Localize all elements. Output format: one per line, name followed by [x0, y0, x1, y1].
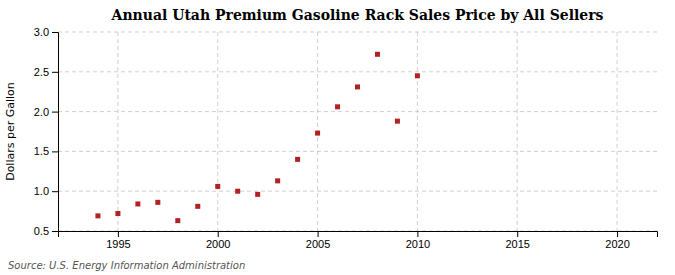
point — [95, 213, 100, 218]
tick-label: 2015 — [505, 238, 529, 250]
tick-mark — [52, 32, 58, 33]
tick-mark — [52, 112, 58, 113]
grid-line — [58, 111, 657, 112]
tick-mark — [318, 231, 319, 237]
tick: 3.0 — [34, 26, 58, 38]
tick: 1.0 — [34, 185, 58, 197]
tick-label: 0.5 — [34, 225, 49, 237]
tick-mark — [52, 231, 58, 232]
grid-line — [58, 71, 657, 72]
grid — [58, 32, 657, 231]
point — [195, 204, 200, 209]
tick-mark — [617, 231, 618, 237]
tick-label: 2000 — [206, 238, 230, 250]
tick-mark — [218, 231, 219, 237]
tick: 2005 — [306, 231, 330, 250]
title: Annual Utah Premium Gasoline Rack Sales … — [111, 7, 604, 23]
tick: 2020 — [605, 231, 629, 250]
tick-mark — [417, 231, 418, 237]
point — [315, 131, 320, 136]
point — [135, 201, 140, 206]
tick-label: 1.0 — [34, 185, 49, 197]
tick: 2.0 — [34, 106, 58, 118]
point — [375, 52, 380, 57]
tick: 1995 — [106, 231, 130, 250]
point — [355, 84, 360, 89]
tick: 2015 — [505, 231, 529, 250]
tick-label: 2020 — [605, 238, 629, 250]
chart: 1995 2000 2005 2010 2015 2020 0.5 1.0 1.5 2.0 2.5 3… — [0, 0, 675, 275]
tick-mark — [118, 231, 119, 237]
point — [155, 200, 160, 205]
grid-line — [417, 32, 418, 231]
grid-line — [58, 32, 657, 33]
point — [335, 104, 340, 109]
axis-line — [59, 232, 658, 238]
x-axis: 1995 2000 2005 2010 2015 2020 — [59, 231, 658, 250]
y-axis-title: Dollars per Gallon — [4, 82, 17, 181]
tick: 2000 — [206, 231, 230, 250]
point — [175, 218, 180, 223]
point — [395, 119, 400, 124]
tick: 1.5 — [34, 145, 58, 157]
points — [95, 52, 419, 223]
grid-line — [117, 32, 118, 231]
tick: 0.5 — [34, 225, 58, 237]
tick-label: 1.5 — [34, 145, 49, 157]
point — [415, 73, 420, 78]
annotation: Source: U.S. Energy Information Administ… — [8, 260, 245, 271]
tick-label: 2010 — [406, 238, 430, 250]
point — [255, 192, 260, 197]
grid-line — [517, 32, 518, 231]
point — [275, 178, 280, 183]
axis-line — [52, 33, 59, 232]
tick-mark — [52, 151, 58, 152]
grid-line — [58, 191, 657, 192]
grid-line — [217, 32, 218, 231]
point — [215, 184, 220, 189]
tick-mark — [517, 231, 518, 237]
point — [115, 211, 120, 216]
y-axis: 0.5 1.0 1.5 2.0 2.5 3.0 — [34, 26, 59, 237]
grid-line — [58, 151, 657, 152]
grid-line — [617, 32, 618, 231]
tick-label: 2.0 — [34, 106, 49, 118]
tick-label: 2.5 — [34, 66, 49, 78]
tick: 2010 — [406, 231, 430, 250]
tick: 2.5 — [34, 66, 58, 78]
tick-label: 3.0 — [34, 26, 49, 38]
point — [295, 157, 300, 162]
tick-mark — [52, 191, 58, 192]
plot: 1995 2000 2005 2010 2015 2020 0.5 1.0 1.5 2.0 2.5 3… — [34, 26, 658, 250]
tick-label: 1995 — [106, 238, 130, 250]
tick-label: 2005 — [306, 238, 330, 250]
tick-mark — [52, 72, 58, 73]
point — [235, 189, 240, 194]
